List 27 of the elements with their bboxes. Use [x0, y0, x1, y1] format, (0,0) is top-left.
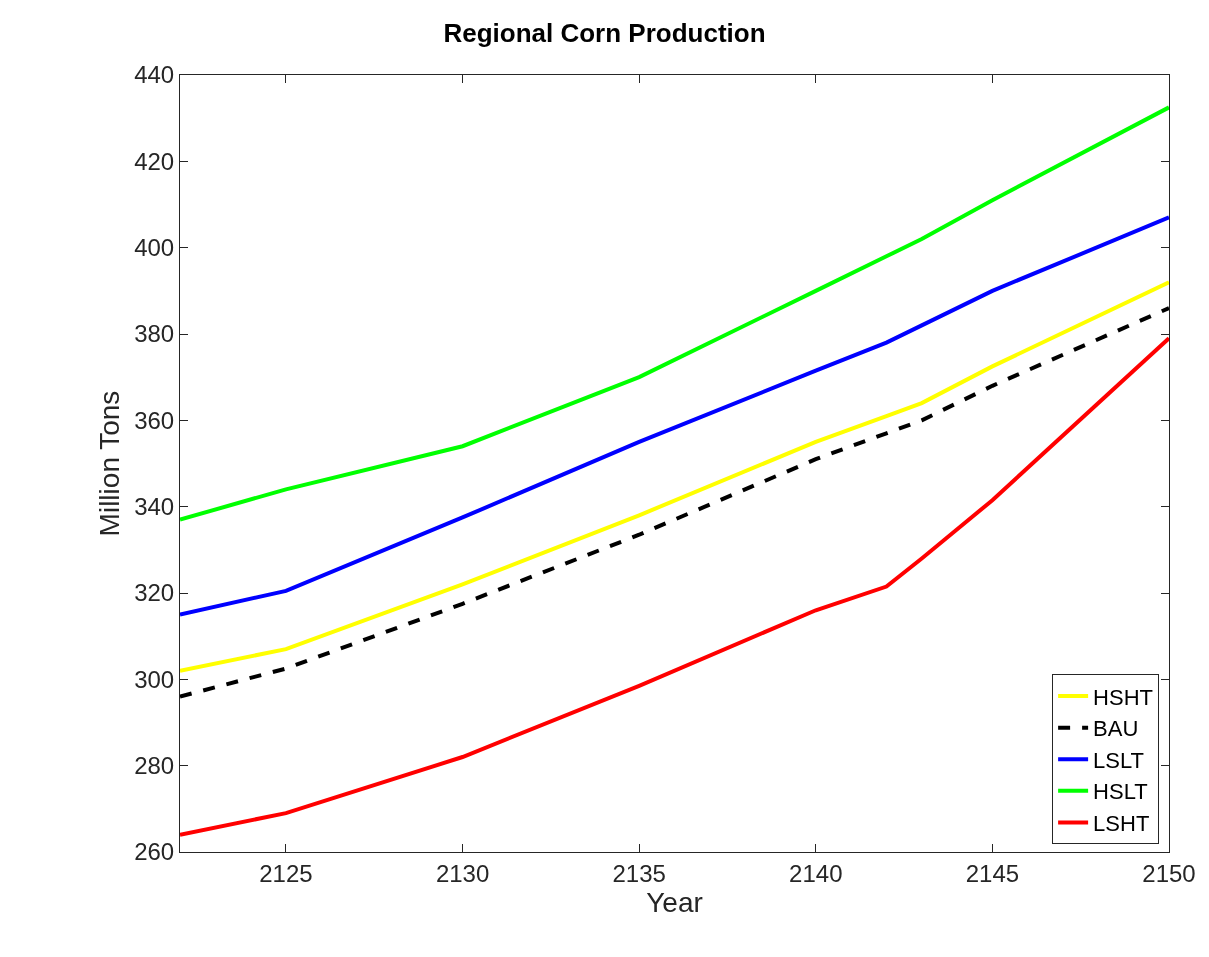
legend-label: HSHT	[1093, 684, 1153, 710]
x-tick-label: 2150	[1142, 859, 1196, 887]
legend-label: LSHT	[1093, 811, 1150, 837]
x-tick-label: 2135	[612, 859, 666, 887]
y-tick-label: 440	[134, 61, 175, 89]
x-tick-label: 2145	[965, 859, 1020, 887]
x-tick-label: 2140	[789, 859, 843, 887]
legend-label: LSLT	[1093, 747, 1145, 773]
y-tick-label: 400	[134, 234, 175, 262]
y-tick-label: 280	[134, 752, 175, 780]
y-tick-label: 380	[134, 320, 175, 348]
chart-title: Regional Corn Production	[443, 18, 766, 49]
y-tick-label: 420	[134, 147, 175, 175]
legend-label: BAU	[1093, 716, 1139, 742]
line-series	[180, 105, 1169, 522]
y-tick-label: 360	[134, 406, 175, 434]
line-series	[180, 336, 1169, 837]
y-tick-label: 260	[134, 838, 175, 866]
x-tick-label: 2125	[259, 859, 313, 887]
y-tick-label: 300	[134, 665, 175, 693]
y-tick-label: 320	[134, 579, 175, 607]
line-series	[180, 215, 1169, 617]
legend-label: HSLT	[1093, 779, 1148, 805]
x-axis-title: Year	[646, 886, 703, 918]
y-tick-label: 340	[134, 493, 175, 521]
x-tick-label: 2130	[435, 859, 490, 887]
y-axis-title: Million Tons	[93, 390, 125, 537]
